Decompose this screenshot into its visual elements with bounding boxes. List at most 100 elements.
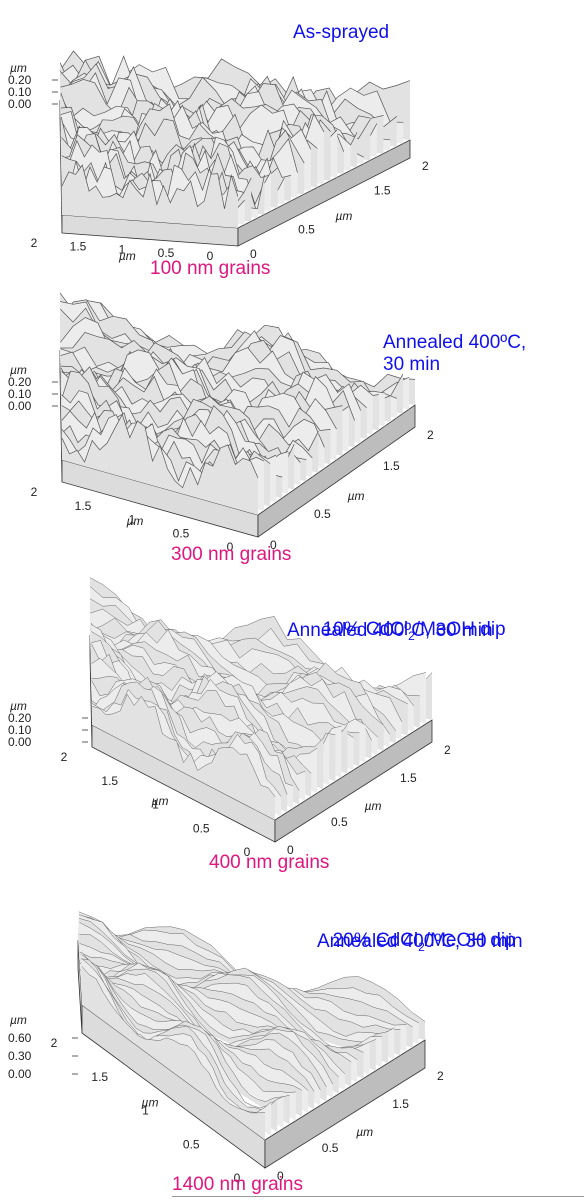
condition-4-line1-post: /MeOH dip	[424, 930, 516, 951]
left-axis-tick: 0.5	[173, 526, 190, 540]
surface-line	[91, 693, 276, 797]
right-axis-tick: 1.5	[392, 1097, 409, 1111]
surface-strip	[82, 966, 265, 1140]
z-axis-tick: 0.00	[8, 97, 32, 111]
left-axis-tick: 0.5	[183, 1137, 200, 1151]
left-axis-unit: µm	[126, 514, 143, 528]
right-axis-tick: 1.5	[383, 459, 400, 473]
z-axis-tick: 0.30	[8, 1049, 32, 1063]
left-axis-tick: 0.5	[193, 821, 210, 835]
surface-line	[80, 962, 333, 1085]
z-axis-unit: µm	[10, 699, 27, 713]
surface-line	[91, 689, 282, 797]
right-axis-tick: 1.5	[400, 771, 417, 785]
left-axis-tick: 2	[61, 750, 68, 764]
condition-3-line1-pre: 10% CdCl	[322, 619, 409, 640]
surface-line	[61, 410, 277, 464]
left-axis-tick: 2	[31, 236, 38, 250]
condition-label-3: 10% CdCl2/MeOH dip	[312, 597, 506, 647]
right-axis: 0 0.5 1.5 2 µm	[287, 743, 451, 857]
surface-base	[59, 99, 411, 247]
left-axis-tick: 1.5	[101, 774, 118, 788]
left-axis: 2 1.5 1 0.5 0 µm	[31, 485, 234, 554]
afm-surface-plot-4: µm 0.60 0.30 0.00 2 1.5 1 0.5 0 µm 0 0.5 1.5 2 µm	[8, 911, 444, 1185]
surface-line	[61, 152, 252, 204]
left-axis-tick: 1	[142, 1104, 149, 1118]
surface-line	[81, 954, 284, 1109]
right-axis-tick: 0.5	[331, 815, 348, 829]
left-axis-unit: µm	[142, 1095, 159, 1109]
divider-line	[172, 1196, 584, 1197]
condition-3-line1-post: /MeOH dip	[414, 619, 506, 640]
right-axis-tick: 0	[287, 843, 294, 857]
afm-surface-plot-1: µm0.200.100.00 2 1.5 1 0.5 0 µm 0 0.5 1.5 2 µm	[8, 50, 429, 263]
right-axis-tick: 0	[250, 247, 257, 261]
z-axis-tick: 0.20	[8, 711, 32, 725]
surface-strip	[92, 694, 275, 820]
left-axis-tick: 1.5	[75, 499, 92, 513]
condition-4-sub: 2	[418, 939, 425, 954]
z-axis-unit: µm	[10, 363, 27, 377]
z-axis-tick: 0.00	[8, 735, 32, 749]
right-axis-tick: 2	[437, 1069, 444, 1083]
left-axis: 2 1.5 1 0.5 0 µm	[51, 1036, 241, 1185]
surface-line	[81, 958, 272, 1113]
right-axis-tick: 2	[422, 159, 429, 173]
left-axis-tick: 1	[152, 798, 159, 812]
surface-line	[81, 958, 278, 1111]
right-axis: 0 0.5 1.5 2 µm	[277, 1069, 444, 1183]
condition-4-line2: Annealed 400ºC, 30 min	[317, 931, 523, 952]
right-axis-tick: 1.5	[374, 184, 391, 198]
left-axis: 2 1.5 1 0.5 0 µm	[61, 750, 251, 859]
surface-line	[80, 963, 339, 1078]
surface-mesh	[59, 292, 416, 515]
left-axis-tick: 0	[207, 249, 214, 263]
surface-base	[77, 939, 426, 1169]
surface-line	[59, 299, 404, 403]
left-axis-tick: 0	[227, 540, 234, 554]
z-axis-tick: 0.00	[8, 399, 32, 413]
base-right-side	[264, 1039, 426, 1169]
z-axis-unit: µm	[10, 61, 27, 75]
right-axis-tick: 0	[277, 1169, 284, 1183]
base-right-side	[237, 139, 411, 247]
surface-strip	[62, 414, 258, 515]
condition-label-4: 20% CdCl2/MeOH dip	[322, 908, 516, 958]
left-axis-unit: µm	[119, 249, 136, 263]
left-axis-tick: 0.5	[158, 246, 175, 260]
z-axis-tick: 0.00	[8, 1067, 32, 1081]
z-axis: µm 0.60 0.30 0.00	[8, 1013, 78, 1081]
right-axis: 0 0.5 1.5 2 µm	[270, 428, 434, 552]
right-axis-tick: 0.5	[314, 507, 331, 521]
left-axis-tick: 0	[244, 845, 251, 859]
condition-label-2: Annealed 400ºC, 30 min	[383, 332, 527, 375]
z-axis-tick: 0.20	[8, 73, 32, 87]
surface-line	[91, 681, 288, 795]
z-axis-tick: 0.10	[8, 723, 32, 737]
surface-mesh	[89, 577, 433, 820]
right-axis-tick: 2	[444, 743, 451, 757]
condition-3-line2: Annealed 400ºC, 30 min	[287, 620, 493, 641]
z-axis-tick: 0.10	[8, 85, 32, 99]
condition-label-1: As-sprayed	[293, 22, 390, 43]
left-axis-tick: 1	[119, 243, 126, 257]
left-axis-tick: 1	[129, 513, 136, 527]
surface-mesh	[59, 50, 411, 228]
z-axis: µm0.200.100.00	[8, 363, 58, 413]
surface-line	[61, 413, 259, 489]
surface-line	[79, 963, 346, 1075]
right-axis-unit: µm	[348, 489, 365, 503]
right-axis-tick: 0.5	[322, 1141, 339, 1155]
z-axis-unit: µm	[10, 1013, 27, 1027]
z-axis-tick: 0.20	[8, 375, 32, 389]
surface-mesh	[77, 911, 426, 1140]
left-axis-tick: 1.5	[70, 239, 87, 253]
base-right-side	[257, 404, 416, 538]
surface-base	[59, 349, 416, 538]
z-axis: µm0.200.100.00	[8, 61, 58, 111]
grain-size-label-3: 400 nm grains	[209, 852, 330, 873]
right-axis-tick: 0.5	[298, 222, 315, 236]
surface-line	[81, 951, 290, 1102]
